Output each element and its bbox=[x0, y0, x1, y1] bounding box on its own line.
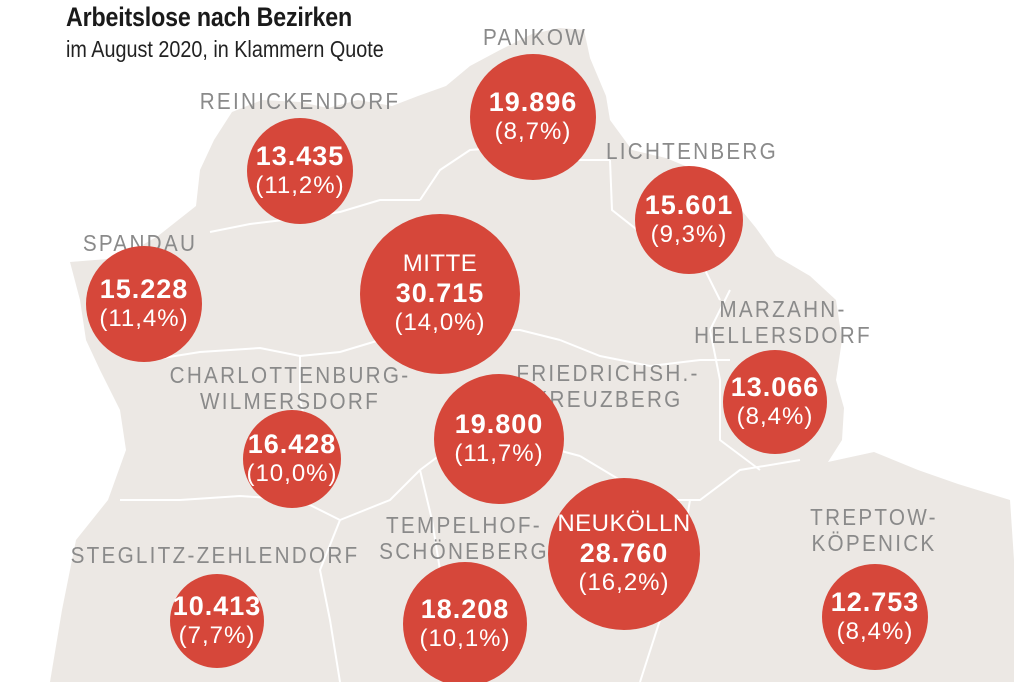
bubble-district-name: MITTE bbox=[402, 250, 478, 277]
district-label-steglitz-zehlendorf: STEGLITZ-ZEHLENDORF bbox=[71, 542, 360, 568]
district-label-line: KÖPENICK bbox=[811, 530, 937, 556]
district-label-tempelhof-schoeneberg: TEMPELHOF- SCHÖNEBERG bbox=[379, 512, 549, 564]
bubble-treptow-koepenick: 12.753 (8,4%) bbox=[822, 564, 928, 670]
bubble-quote: (10,1%) bbox=[419, 625, 511, 652]
bubble-quote: (8,7%) bbox=[494, 118, 572, 145]
district-label-line: FRIEDRICHSH.- bbox=[516, 360, 700, 386]
district-label-reinickendorf: REINICKENDORF bbox=[200, 88, 401, 114]
bubble-quote: (8,4%) bbox=[836, 618, 914, 645]
bubble-quote: (10,0%) bbox=[246, 460, 338, 487]
bubble-value: 13.066 bbox=[730, 372, 820, 402]
bubble-value: 12.753 bbox=[830, 587, 920, 617]
bubble-value: 18.208 bbox=[420, 594, 510, 624]
bubble-neukoelln: NEUKÖLLN 28.760 (16,2%) bbox=[548, 478, 700, 630]
bubble-charlottenburg-wilmersdorf: 16.428 (10,0%) bbox=[243, 410, 341, 508]
district-label-line: TREPTOW- bbox=[810, 504, 938, 530]
district-label-line: PANKOW bbox=[483, 24, 587, 50]
bubble-value: 15.601 bbox=[644, 190, 734, 220]
map-subtitle: im August 2020, in Klammern Quote bbox=[66, 36, 384, 62]
district-label-line: CHARLOTTENBURG- bbox=[169, 362, 411, 388]
bubble-reinickendorf: 13.435 (11,2%) bbox=[247, 118, 353, 224]
district-label-line: KREUZBERG bbox=[533, 386, 683, 412]
bubble-steglitz-zehlendorf: 10.413 (7,7%) bbox=[170, 574, 264, 668]
district-label-line: WILMERSDORF bbox=[199, 388, 380, 414]
bubble-quote: (16,2%) bbox=[578, 569, 670, 596]
bubble-tempelhof-schoeneberg: 18.208 (10,1%) bbox=[403, 562, 527, 682]
bubble-value: 13.435 bbox=[255, 141, 345, 171]
district-label-line: TEMPELHOF- bbox=[386, 512, 542, 538]
district-label-line: HELLERSDORF bbox=[694, 322, 872, 348]
bubble-quote: (11,7%) bbox=[454, 440, 544, 467]
bubble-value: 16.428 bbox=[247, 429, 337, 459]
bubble-quote: (14,0%) bbox=[394, 309, 486, 336]
bubble-lichtenberg: 15.601 (9,3%) bbox=[635, 166, 743, 274]
district-label-line: STEGLITZ-ZEHLENDORF bbox=[70, 542, 360, 568]
bubble-quote: (9,3%) bbox=[650, 221, 728, 248]
bubble-value: 19.800 bbox=[454, 409, 544, 439]
bubble-value: 15.228 bbox=[99, 274, 189, 304]
district-label-pankow: PANKOW bbox=[483, 24, 587, 50]
district-label-friedrichshain-kreuzberg: FRIEDRICHSH.- KREUZBERG bbox=[516, 360, 699, 412]
district-label-line: LICHTENBERG bbox=[606, 138, 778, 164]
bubble-spandau: 15.228 (11,4%) bbox=[86, 246, 202, 362]
bubble-friedrichshain-kreuzberg: 19.800 (11,7%) bbox=[434, 374, 564, 504]
bubble-value: 10.413 bbox=[172, 591, 262, 621]
district-label-line: MARZAHN- bbox=[719, 296, 847, 322]
bubble-mitte: MITTE 30.715 (14,0%) bbox=[360, 214, 520, 374]
district-label-treptow-koepenick: TREPTOW- KÖPENICK bbox=[810, 504, 938, 556]
district-label-charlottenburg-wilmersdorf: CHARLOTTENBURG- WILMERSDORF bbox=[170, 362, 411, 414]
bubble-quote: (11,2%) bbox=[255, 172, 345, 199]
bubble-pankow: 19.896 (8,7%) bbox=[470, 54, 596, 180]
district-label-line: SCHÖNEBERG bbox=[379, 538, 549, 564]
district-label-line: REINICKENDORF bbox=[199, 88, 401, 114]
bubble-marzahn-hellersdorf: 13.066 (8,4%) bbox=[723, 350, 827, 454]
district-label-lichtenberg: LICHTENBERG bbox=[606, 138, 778, 164]
district-label-marzahn-hellersdorf: MARZAHN- HELLERSDORF bbox=[694, 296, 872, 348]
bubble-value: 28.760 bbox=[579, 538, 669, 568]
bubble-district-name: NEUKÖLLN bbox=[557, 510, 691, 537]
bubble-quote: (11,4%) bbox=[99, 305, 189, 332]
bubble-quote: (8,4%) bbox=[736, 403, 814, 430]
bubble-quote: (7,7%) bbox=[178, 622, 256, 649]
bubble-value: 19.896 bbox=[488, 87, 578, 117]
map-title: Arbeitslose nach Bezirken bbox=[66, 2, 353, 32]
bubble-value: 30.715 bbox=[395, 278, 485, 308]
